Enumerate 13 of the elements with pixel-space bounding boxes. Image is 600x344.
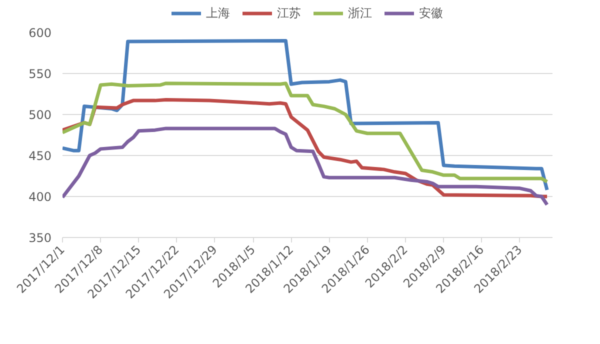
- line-series: [62, 82, 549, 184]
- y-tick-label: 500: [28, 108, 52, 122]
- y-tick-label: 350: [28, 231, 52, 245]
- line-series: [62, 38, 549, 192]
- legend-label: 安徽: [419, 4, 443, 22]
- legend-label: 浙江: [348, 4, 372, 22]
- y-tick-label: 400: [28, 190, 52, 204]
- legend-label: 江苏: [277, 4, 301, 22]
- y-tick-label: 450: [28, 149, 52, 163]
- line-series: [62, 126, 549, 206]
- y-tick-label: 600: [28, 26, 52, 40]
- legend-label: 上海: [206, 4, 230, 22]
- y-tick-label: 550: [28, 67, 52, 81]
